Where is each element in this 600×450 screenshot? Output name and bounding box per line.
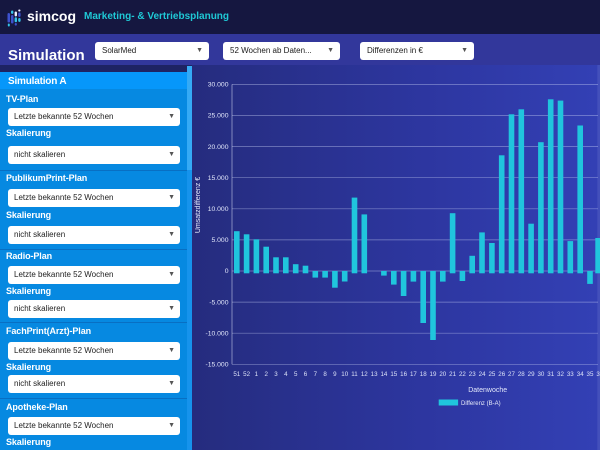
- svg-text:1: 1: [255, 371, 259, 378]
- svg-text:20.000: 20.000: [208, 144, 229, 151]
- svg-text:27: 27: [508, 371, 515, 378]
- svg-text:36: 36: [596, 371, 600, 378]
- svg-text:51: 51: [233, 371, 240, 378]
- svg-text:14: 14: [380, 371, 387, 378]
- svg-text:8: 8: [323, 371, 327, 378]
- svg-text:6: 6: [304, 371, 308, 378]
- svg-text:0: 0: [225, 268, 229, 275]
- svg-text:16: 16: [400, 371, 407, 378]
- svg-text:26: 26: [498, 371, 505, 378]
- svg-text:17: 17: [410, 371, 417, 378]
- svg-text:28: 28: [518, 371, 525, 378]
- svg-text:15: 15: [390, 371, 397, 378]
- svg-text:10: 10: [341, 371, 348, 378]
- svg-text:19: 19: [430, 371, 437, 378]
- svg-text:Datenwoche: Datenwoche: [468, 387, 507, 394]
- svg-text:4: 4: [284, 371, 288, 378]
- svg-text:15.000: 15.000: [208, 175, 229, 182]
- svg-text:32: 32: [557, 371, 564, 378]
- svg-text:13: 13: [371, 371, 378, 378]
- svg-text:-15.000: -15.000: [205, 362, 228, 369]
- svg-text:20: 20: [439, 371, 446, 378]
- svg-text:21: 21: [449, 371, 456, 378]
- svg-text:5: 5: [294, 371, 298, 378]
- svg-text:52: 52: [243, 371, 250, 378]
- svg-text:22: 22: [459, 371, 466, 378]
- svg-text:7: 7: [314, 371, 318, 378]
- svg-text:5.000: 5.000: [211, 237, 228, 244]
- svg-text:33: 33: [567, 371, 574, 378]
- svg-text:2: 2: [264, 371, 268, 378]
- svg-text:31: 31: [547, 371, 554, 378]
- svg-text:30.000: 30.000: [208, 82, 229, 89]
- svg-text:Differenz (B-A): Differenz (B-A): [461, 401, 501, 407]
- svg-text:23: 23: [469, 371, 476, 378]
- svg-text:3: 3: [274, 371, 278, 378]
- svg-text:12: 12: [361, 371, 368, 378]
- svg-text:Umsatzdifferenz €: Umsatzdifferenz €: [195, 177, 202, 233]
- svg-text:-5.000: -5.000: [209, 299, 228, 306]
- svg-text:11: 11: [351, 371, 358, 378]
- svg-text:25.000: 25.000: [208, 113, 229, 120]
- svg-text:10.000: 10.000: [208, 206, 229, 213]
- svg-text:30: 30: [537, 371, 544, 378]
- svg-text:29: 29: [528, 371, 535, 378]
- svg-text:35: 35: [587, 371, 594, 378]
- svg-text:18: 18: [420, 371, 427, 378]
- svg-text:-10.000: -10.000: [205, 330, 228, 337]
- svg-text:9: 9: [333, 371, 337, 378]
- svg-text:24: 24: [479, 371, 486, 378]
- svg-text:25: 25: [488, 371, 495, 378]
- svg-text:34: 34: [577, 371, 584, 378]
